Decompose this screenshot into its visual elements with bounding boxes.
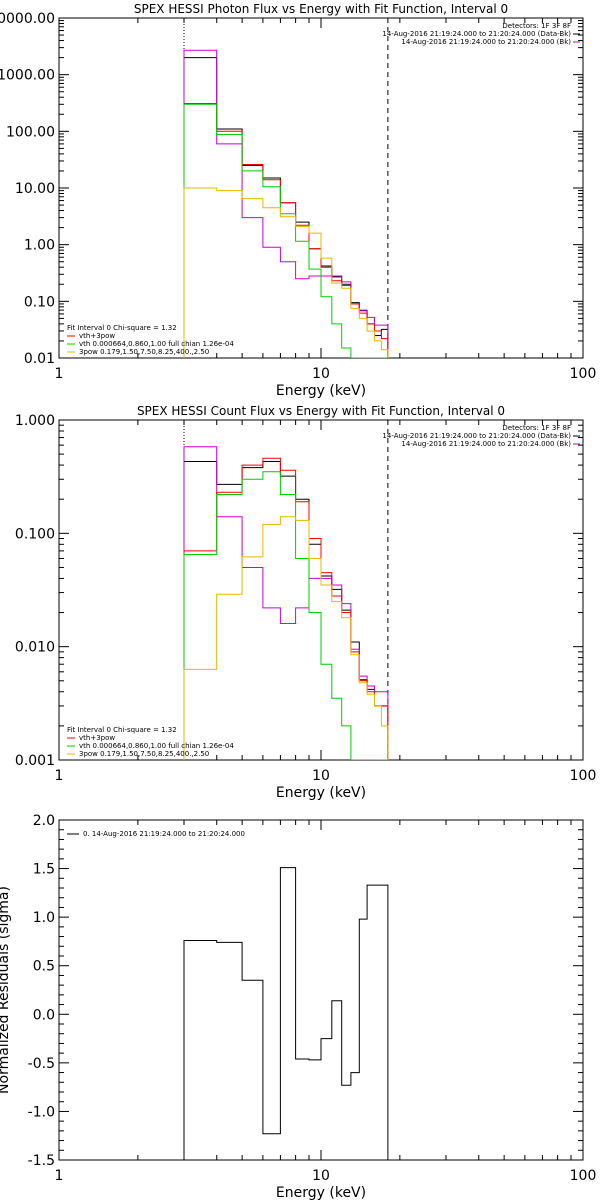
fit-legend-text: Fit Interval 0 Chi-square = 1.32: [67, 324, 177, 332]
fit-legend-text: 3pow 0.179,1.50,7.50,8.25,400.,2.50: [79, 348, 209, 356]
x-tick-label: 1: [55, 768, 64, 784]
x-tick-label: 1: [55, 366, 64, 382]
fit-legend-text: vth+3pow: [79, 734, 115, 742]
y-tick-label: -1.0: [28, 1104, 55, 1120]
legend-header-text: 14-Aug-2016 21:19:24.000 to 21:20:24.000…: [401, 440, 571, 448]
x-tick-label: 100: [570, 366, 597, 382]
legend-header-text: Detectors: 1F 3F 8F: [502, 22, 571, 30]
y-tick-label: 0.100: [15, 526, 55, 542]
y-tick-label: 0.001: [15, 753, 55, 769]
legend-header-text: Detectors: 1F 3F 8F: [502, 424, 571, 432]
series-vth-line: [183, 103, 388, 358]
x-axis-label: Energy (keV): [276, 785, 366, 801]
series-bk-line: [183, 49, 389, 358]
x-tick-label: 100: [570, 768, 597, 784]
legend-header-text: 14-Aug-2016 21:19:24.000 to 21:20:24.000…: [382, 432, 571, 440]
series-3pow-line: [183, 516, 389, 760]
y-tick-label: 0.5: [33, 959, 55, 975]
y-tick-label: 1.000: [15, 413, 55, 429]
fit-legend-text: 3pow 0.179,1.50,7.50,8.25,400.,2.50: [79, 750, 209, 758]
y-tick-label: 1.00: [24, 238, 55, 254]
y-tick-label: 10.00: [15, 181, 55, 197]
legend-header-text: 14-Aug-2016 21:19:24.000 to 21:20:24.000…: [382, 30, 571, 38]
y-tick-label: 10000.00: [0, 11, 55, 27]
series-vth-line: [183, 471, 388, 760]
legend-text: 0. 14-Aug-2016 21:19:24.000 to 21:20:24.…: [83, 830, 245, 838]
y-tick-label: 1.0: [33, 910, 55, 926]
y-tick-label: 0.010: [15, 640, 55, 656]
series-vth-3pow-line: [183, 457, 389, 760]
fit-legend-text: vth+3pow: [79, 332, 115, 340]
chart-title: SPEX HESSI Count Flux vs Energy with Fit…: [137, 404, 505, 418]
x-axis-label: Energy (keV): [276, 383, 366, 399]
chart-3: 1 10 100 Energy (keV) -1.5 -1.0 -0.5 0.0 0.5 1.0 1…: [0, 813, 596, 1200]
x-tick-label: 10: [312, 366, 330, 382]
y-tick-label: 1000.00: [0, 68, 55, 84]
chart-2: SPEX HESSI Count Flux vs Energy with Fit…: [15, 404, 596, 801]
y-axis-label: Normalized Residuals (sigma): [0, 886, 12, 1094]
x-tick-label: 10: [312, 1168, 330, 1184]
y-tick-label: 2.0: [33, 813, 55, 829]
series-bk-line: [183, 446, 389, 760]
y-tick-label: 0.0: [33, 1007, 55, 1023]
x-tick-label: 1: [55, 1168, 64, 1184]
x-tick-label: 10: [312, 768, 330, 784]
plot-frame: [58, 17, 584, 359]
series-data-bk-line: [183, 57, 389, 358]
y-tick-label: 100.00: [6, 124, 55, 140]
chart-1: SPEX HESSI Photon Flux vs Energy with Fi…: [0, 2, 596, 399]
y-tick-label: 0.10: [24, 294, 55, 310]
y-tick-label: -0.5: [28, 1056, 55, 1072]
series-data-bk-line: [183, 461, 389, 760]
plot-frame: [58, 419, 584, 761]
fit-legend-text: Fit Interval 0 Chi-square = 1.32: [67, 726, 177, 734]
series-3pow-line: [183, 187, 389, 358]
y-tick-label: 1.5: [33, 862, 55, 878]
chart-title: SPEX HESSI Photon Flux vs Energy with Fi…: [134, 2, 508, 16]
y-tick-label: -1.5: [28, 1153, 55, 1169]
series-0-14-aug-2016-21-19-24-000-to-21-20-24-000-line: [183, 867, 389, 1160]
y-tick-label: 0.01: [24, 351, 55, 367]
series-vth-3pow-line: [183, 103, 389, 358]
x-axis-label: Energy (keV): [276, 1185, 366, 1200]
legend-header-text: 14-Aug-2016 21:19:24.000 to 21:20:24.000…: [401, 38, 571, 46]
plot-frame: [58, 819, 584, 1161]
fit-legend-text: vth 0.000664,0.860,1.00 full chian 1.26e…: [79, 742, 234, 750]
x-tick-label: 100: [570, 1168, 597, 1184]
fit-legend-text: vth 0.000664,0.860,1.00 full chian 1.26e…: [79, 340, 234, 348]
